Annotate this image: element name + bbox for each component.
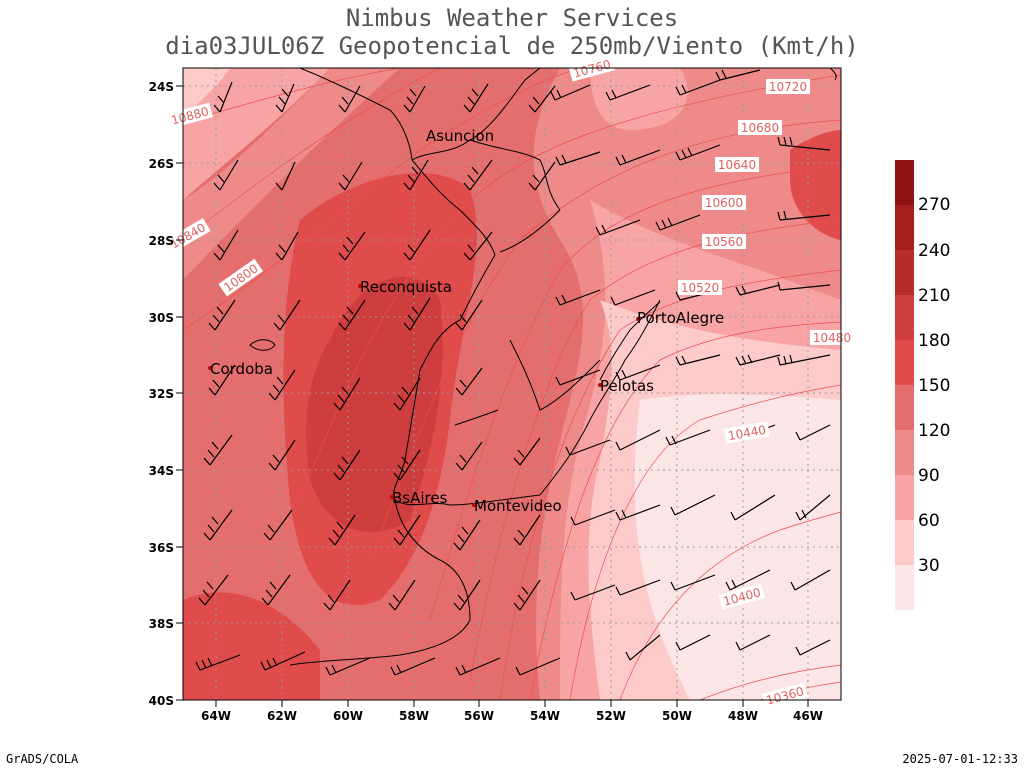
legend-label-150: 150 <box>918 376 950 396</box>
contour-label-10680: 10680 <box>741 121 779 135</box>
coastlines <box>249 68 837 666</box>
legend-swatch <box>895 385 914 430</box>
city-montevideo: Montevideo <box>474 497 562 515</box>
shaded-field <box>183 68 841 700</box>
lon-label-56w: 56W <box>464 709 494 723</box>
city-markers: Asuncion Reconquista PortoAlegre Cordoba… <box>208 127 724 515</box>
contour-label-10480: 10480 <box>813 331 851 345</box>
contour-label-10720: 10720 <box>769 80 807 94</box>
legend-label-120: 120 <box>918 421 950 441</box>
plot-frame <box>182 67 842 701</box>
color-legend: 30 60 90 120 150 180 210 240 270 <box>895 160 950 610</box>
lat-label-40s: 40S <box>149 694 174 708</box>
contour-label-10520: 10520 <box>681 281 719 295</box>
lon-label-48w: 48W <box>728 709 758 723</box>
lon-label-60w: 60W <box>333 709 363 723</box>
legend-label-90: 90 <box>918 466 940 486</box>
title-line-1: Nimbus Weather Services <box>346 4 678 32</box>
legend-swatch <box>895 340 914 385</box>
city-dot-pelotas <box>598 383 602 387</box>
lat-label-38s: 38S <box>149 617 174 631</box>
lat-label-24s: 24S <box>149 80 174 94</box>
city-portoalegre: PortoAlegre <box>637 309 724 327</box>
city-reconquista: Reconquista <box>360 278 452 296</box>
city-asuncion: Asuncion <box>426 127 494 145</box>
lon-label-54w: 54W <box>530 709 560 723</box>
lat-label-30s: 30S <box>149 311 174 325</box>
legend-label-210: 210 <box>918 286 950 306</box>
city-dot-cordoba <box>208 366 212 370</box>
legend-swatch <box>895 160 914 205</box>
title-line-2: dia03JUL06Z Geopotencial de 250mb/Viento… <box>165 32 859 60</box>
legend-swatch <box>895 520 914 565</box>
city-bsaires: BsAires <box>392 489 448 507</box>
lat-label-34s: 34S <box>149 464 174 478</box>
legend-label-180: 180 <box>918 331 950 351</box>
legend-swatch <box>895 430 914 475</box>
lat-label-26s: 26S <box>149 157 174 171</box>
footer-timestamp: 2025-07-01-12:33 <box>902 752 1018 766</box>
city-dot-bsaires <box>390 495 394 499</box>
lon-axis: 64W 62W 60W 58W 56W 54W 52W 50W 48W 46W <box>201 700 823 723</box>
lon-label-64w: 64W <box>201 709 231 723</box>
lon-label-50w: 50W <box>662 709 692 723</box>
contour-label-10560: 10560 <box>705 235 743 249</box>
legend-swatch <box>895 250 914 295</box>
legend-label-240: 240 <box>918 241 950 261</box>
city-dot-portoalegre <box>636 317 640 321</box>
lon-label-52w: 52W <box>596 709 626 723</box>
legend-label-30: 30 <box>918 556 940 576</box>
lon-label-58w: 58W <box>399 709 429 723</box>
contour-label-10440: 10440 <box>727 423 767 443</box>
legend-swatch <box>895 475 914 520</box>
lat-label-32s: 32S <box>149 387 174 401</box>
legend-swatch <box>895 205 914 250</box>
city-dot-reconquista <box>358 284 362 288</box>
legend-label-60: 60 <box>918 511 940 531</box>
city-dot-montevideo <box>472 503 476 507</box>
footer-software: GrADS/COLA <box>6 752 79 766</box>
contour-label-10640: 10640 <box>718 158 756 172</box>
city-cordoba: Cordoba <box>210 360 273 378</box>
lat-label-36s: 36S <box>149 541 174 555</box>
lat-axis: 24S 26S 28S 30S 32S 34S 36S 38S 40S <box>149 80 183 708</box>
lon-label-46w: 46W <box>793 709 823 723</box>
lon-label-62w: 62W <box>267 709 297 723</box>
legend-swatch <box>895 565 914 610</box>
contour-label-10600: 10600 <box>705 196 743 210</box>
legend-label-270: 270 <box>918 195 950 215</box>
legend-swatch <box>895 295 914 340</box>
city-pelotas: Pelotas <box>600 377 654 395</box>
legend-swatches <box>895 160 914 610</box>
lat-label-28s: 28S <box>149 234 174 248</box>
